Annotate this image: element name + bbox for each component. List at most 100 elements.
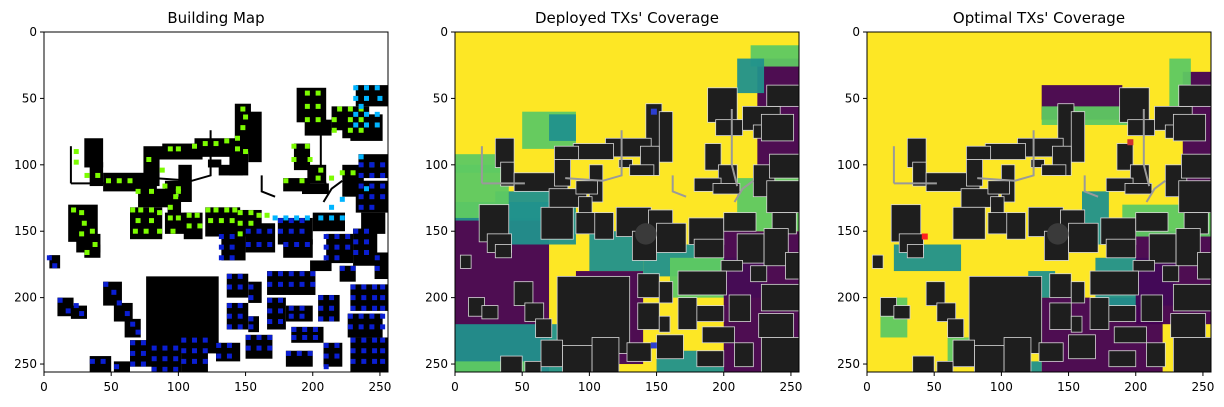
sensor-point: [162, 356, 168, 362]
sensor-point: [347, 117, 353, 123]
sensor-point: [364, 111, 369, 117]
y-tick-label: 250: [837, 357, 860, 371]
sensor-point: [240, 106, 246, 112]
building: [70, 305, 87, 319]
building: [302, 183, 329, 195]
building: [535, 318, 553, 338]
x-axis: 0 50 100 150 200 250: [40, 372, 391, 394]
building: [1172, 113, 1207, 142]
sensor-point: [329, 204, 335, 210]
sensor-point: [226, 303, 232, 309]
x-tick-label: 250: [368, 380, 391, 394]
building: [1181, 153, 1211, 179]
sensor-point: [364, 228, 369, 234]
sensor-point: [167, 146, 173, 152]
round-structure: [1047, 223, 1069, 245]
sensor-point: [229, 244, 235, 250]
sensor-point: [73, 159, 79, 165]
building: [1089, 297, 1110, 330]
sensor-point: [248, 324, 254, 330]
sensor-point: [380, 313, 386, 319]
sensor-point: [299, 218, 305, 224]
sensor-point: [264, 212, 270, 218]
sensor-point: [374, 111, 380, 117]
sensor-point: [339, 215, 345, 221]
building: [760, 283, 799, 312]
sensor-point: [226, 313, 232, 319]
y-tick-label: 200: [837, 291, 860, 305]
building: [1089, 270, 1139, 296]
sensor-point: [267, 281, 273, 287]
sensor-point: [170, 228, 176, 234]
sensor-point: [299, 281, 305, 287]
sensor-point: [140, 340, 146, 346]
sensor-point: [369, 172, 375, 178]
sensor-point: [116, 300, 122, 306]
building: [524, 360, 542, 372]
building: [304, 119, 332, 136]
sensor-point: [272, 215, 278, 221]
sensor-point: [318, 305, 324, 311]
sensor-point: [243, 114, 249, 120]
building: [347, 313, 383, 338]
sensor-point: [374, 122, 380, 128]
sensor-point: [374, 265, 380, 271]
sensor-point: [347, 324, 353, 330]
building: [591, 337, 620, 372]
sensor-point: [369, 204, 375, 210]
panel-title: Building Map: [167, 9, 264, 27]
sensor-point: [312, 327, 318, 332]
sensor-point: [323, 244, 329, 250]
sensor-point: [245, 334, 251, 340]
building: [524, 302, 545, 322]
sensor-point: [130, 321, 136, 327]
sensor-point: [256, 334, 262, 340]
building: [1172, 283, 1211, 312]
building: [936, 360, 954, 372]
building: [1030, 159, 1045, 168]
sensor-point: [361, 358, 367, 364]
sensor-point: [310, 271, 316, 277]
building: [500, 355, 523, 372]
x-tick-label: 200: [301, 380, 324, 394]
building: [696, 350, 725, 368]
sensor-point: [111, 289, 117, 295]
sensor-point: [130, 340, 136, 346]
sensor-point: [157, 228, 163, 234]
building: [696, 305, 725, 322]
sensor-point: [103, 281, 109, 287]
building: [575, 180, 598, 195]
sensor-point: [350, 358, 356, 364]
sensor-point: [329, 305, 335, 311]
coverage-region: [455, 361, 536, 372]
sensor-point: [181, 348, 187, 354]
x-tick-label: 0: [40, 380, 48, 394]
building: [113, 302, 133, 322]
wall-line: [730, 109, 739, 187]
building: [1175, 228, 1201, 267]
building: [293, 143, 311, 171]
sensor-point: [237, 284, 243, 290]
sensor-point: [350, 284, 356, 290]
sensor-point: [229, 255, 235, 261]
building: [1135, 212, 1169, 232]
sensor-point: [95, 172, 101, 178]
sensor-point: [84, 249, 90, 255]
sensor-point: [140, 361, 146, 367]
sensor-point: [299, 313, 305, 319]
building: [248, 316, 259, 333]
sensor-point: [358, 127, 364, 133]
building: [207, 159, 222, 168]
sensor-point: [181, 358, 187, 364]
sensor-point: [202, 141, 208, 147]
building: [540, 339, 563, 368]
building: [912, 355, 935, 372]
building: [1127, 119, 1155, 136]
wall-line: [322, 179, 343, 203]
sensor-point: [369, 183, 375, 189]
y-axis: 0 50 100 150 200 250: [425, 25, 455, 371]
building: [143, 159, 160, 187]
sensor-point: [372, 305, 378, 311]
sensor-point: [323, 255, 329, 261]
